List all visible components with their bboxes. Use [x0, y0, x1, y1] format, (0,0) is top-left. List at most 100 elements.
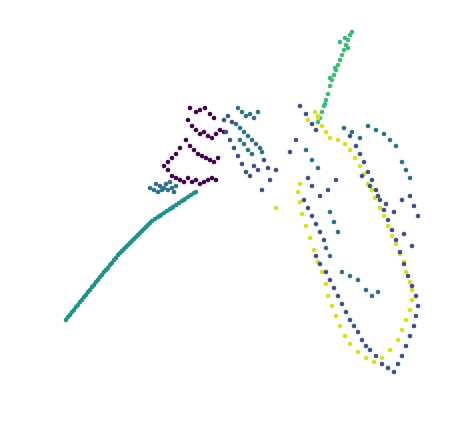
scatter-point	[381, 131, 387, 137]
scatter-point	[339, 301, 345, 307]
scatter-point	[363, 343, 369, 349]
scatter-point	[411, 203, 417, 209]
scatter-point	[385, 365, 391, 371]
scatter-point	[349, 29, 355, 35]
scatter-point	[352, 155, 358, 161]
scatter-point	[355, 349, 361, 355]
scatter-point	[225, 113, 231, 119]
scatter-point	[312, 109, 318, 115]
scatter-point	[405, 273, 411, 279]
scatter-point	[409, 283, 415, 289]
scatter-point	[359, 173, 365, 179]
series-2	[273, 109, 415, 365]
scatter-point	[337, 323, 343, 329]
scatter-point	[253, 141, 259, 147]
scatter-point	[247, 111, 253, 117]
scatter-point	[221, 117, 227, 123]
scatter-point	[169, 185, 175, 191]
scatter-point	[187, 143, 193, 149]
scatter-point	[407, 193, 413, 199]
scatter-point	[199, 153, 205, 159]
scatter-point	[355, 277, 361, 283]
scatter-point	[395, 361, 401, 367]
scatter-point	[161, 163, 167, 169]
scatter-point	[165, 159, 171, 165]
scatter-point	[333, 313, 339, 319]
scatter-point	[229, 119, 235, 125]
scatter-point	[273, 167, 279, 173]
scatter-point	[319, 109, 325, 115]
scatter-point	[361, 159, 367, 165]
scatter-point	[403, 167, 409, 173]
scatter-point	[373, 187, 379, 193]
scatter-point	[317, 229, 323, 235]
scatter-point	[191, 147, 197, 153]
scatter-point	[181, 197, 187, 203]
scatter-point	[365, 123, 371, 129]
scatter-point	[309, 183, 315, 189]
scatter-point	[399, 353, 405, 359]
scatter-point	[303, 147, 309, 153]
scatter-point	[345, 45, 351, 51]
scatter-point	[305, 117, 311, 123]
scatter-point	[353, 143, 359, 149]
scatter-point	[409, 297, 415, 303]
scatter-point	[332, 65, 338, 71]
scatter-point	[323, 129, 329, 135]
scatter-point	[202, 105, 208, 111]
scatter-point	[303, 223, 309, 229]
scatter-point	[295, 189, 301, 195]
scatter-point	[339, 52, 345, 58]
scatter-point	[343, 309, 349, 315]
scatter-point	[327, 83, 333, 89]
scatter-point	[399, 327, 405, 333]
scatter-point	[321, 237, 327, 243]
scatter-point	[169, 155, 175, 161]
scatter-point	[381, 207, 387, 213]
scatter-point	[297, 103, 303, 109]
scatter-point	[193, 189, 199, 195]
scatter-point	[307, 235, 313, 241]
scatter-point	[237, 125, 243, 131]
scatter-point	[173, 175, 179, 181]
scatter-point	[357, 151, 363, 157]
scatter-point	[391, 369, 397, 375]
scatter-point	[163, 181, 169, 187]
scatter-point	[177, 145, 183, 151]
scatter-point	[341, 125, 347, 131]
scatter-point	[193, 109, 199, 115]
scatter-point	[205, 133, 211, 139]
scatter-point	[317, 193, 323, 199]
scatter-point	[153, 181, 159, 187]
scatter-point	[265, 165, 271, 171]
scatter-point	[371, 359, 377, 365]
scatter-point	[193, 127, 199, 133]
scatter-point	[197, 181, 203, 187]
series-3	[161, 105, 227, 187]
scatter-point	[389, 233, 395, 239]
scatter-point	[327, 209, 333, 215]
scatter-point	[325, 293, 331, 299]
scatter-point	[317, 261, 323, 267]
scatter-point	[157, 213, 163, 219]
series-0	[63, 189, 199, 323]
scatter-point	[347, 341, 353, 347]
scatter-point	[407, 307, 413, 313]
scatter-point	[213, 177, 219, 183]
scatter-point	[339, 269, 345, 275]
scatter-point	[257, 145, 263, 151]
scatter-point	[211, 159, 217, 165]
scatter-point	[389, 227, 395, 233]
scatter-point	[322, 101, 328, 107]
scatter-point	[403, 269, 409, 275]
scatter-point	[331, 285, 337, 291]
scatter-point	[251, 163, 257, 169]
scatter-point	[335, 293, 341, 299]
scatter-point	[409, 287, 415, 293]
scatter-point	[319, 269, 325, 275]
scatter-point	[342, 333, 348, 339]
scatter-point	[349, 129, 355, 135]
scatter-point	[407, 279, 413, 285]
scatter-point	[209, 175, 215, 181]
scatter-point	[209, 135, 215, 141]
